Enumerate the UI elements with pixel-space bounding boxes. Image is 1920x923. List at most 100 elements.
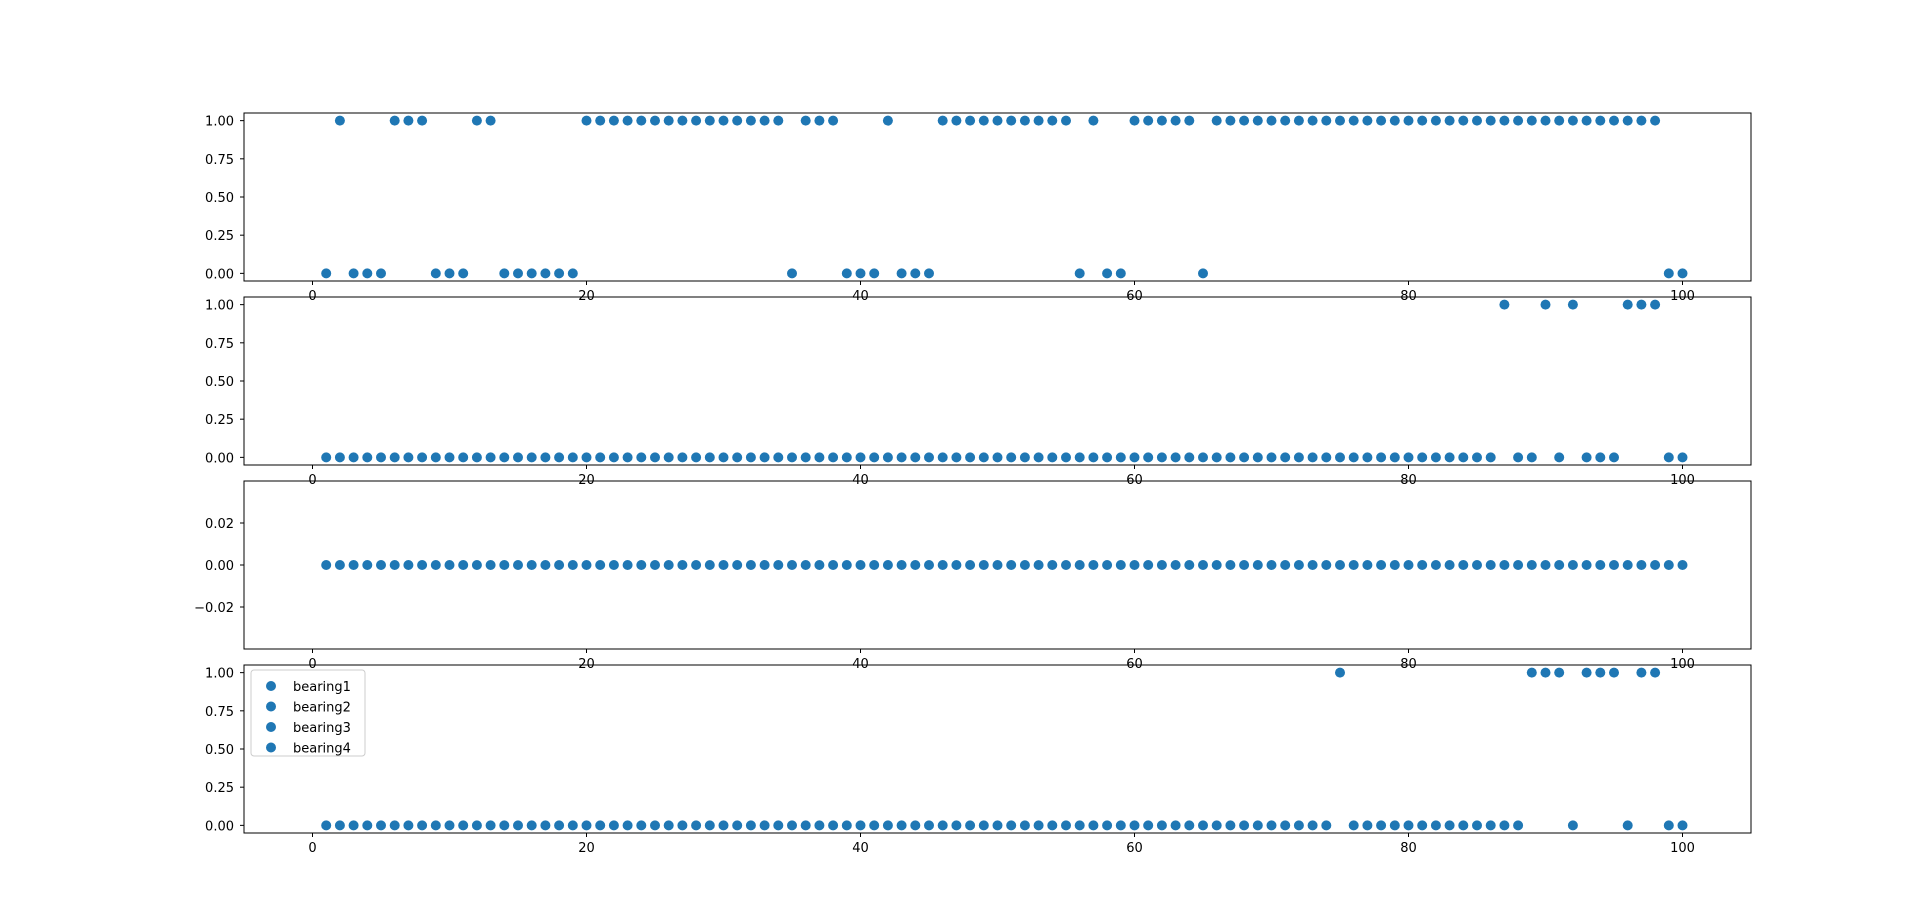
data-point [800, 115, 811, 126]
y-tick-label: 0.25 [205, 781, 234, 796]
data-point [1403, 560, 1414, 570]
data-point [718, 560, 729, 570]
data-point [1061, 560, 1071, 570]
data-point [992, 820, 1003, 831]
y-tick-label: 0.00 [205, 559, 234, 574]
data-point [1102, 268, 1113, 279]
data-point [1472, 115, 1482, 126]
series-bearing2 [321, 299, 1688, 463]
data-point [965, 820, 976, 831]
data-point [403, 452, 414, 463]
data-point [745, 115, 756, 126]
data-point [869, 268, 880, 279]
data-point [1225, 115, 1236, 126]
y-tick-label: 1.00 [205, 115, 234, 130]
data-point [403, 820, 414, 831]
data-point [650, 115, 660, 126]
data-point [732, 820, 743, 831]
axes-frame [243, 664, 1752, 834]
data-point [622, 452, 633, 463]
data-point [1444, 452, 1455, 463]
data-point [704, 560, 715, 570]
data-point [499, 452, 510, 463]
data-point [1239, 820, 1250, 831]
data-point [1650, 667, 1661, 678]
data-point [513, 820, 523, 831]
data-point [937, 560, 948, 570]
data-point [924, 268, 934, 279]
data-point [1376, 452, 1387, 463]
data-point [924, 452, 934, 463]
data-point [691, 560, 702, 570]
data-point [1225, 820, 1236, 831]
data-point [677, 820, 688, 831]
data-point [554, 268, 565, 279]
data-point [1389, 560, 1400, 570]
data-point [1266, 115, 1277, 126]
y-tick-label: 1.00 [205, 299, 234, 314]
data-point [992, 452, 1003, 463]
data-point [1513, 115, 1524, 126]
data-point [1389, 452, 1400, 463]
data-point [1540, 560, 1551, 570]
data-point [513, 268, 523, 279]
data-point [677, 560, 688, 570]
data-point [1307, 115, 1318, 126]
data-point [1609, 115, 1619, 126]
data-point [951, 560, 962, 570]
data-point [1554, 667, 1565, 678]
data-point [554, 820, 565, 831]
data-point [1430, 452, 1441, 463]
data-point [1650, 299, 1661, 310]
legend-label: bearing3 [293, 721, 351, 736]
y-tick-label: −0.02 [194, 601, 234, 616]
data-point [800, 452, 811, 463]
data-point [896, 268, 907, 279]
data-point [1006, 560, 1017, 570]
data-point [334, 820, 345, 831]
data-point [430, 452, 441, 463]
data-point [814, 820, 825, 831]
data-point [595, 820, 606, 831]
data-point [1211, 820, 1222, 831]
data-point [677, 452, 688, 463]
data-point [910, 820, 921, 831]
data-point [622, 115, 633, 126]
data-point [745, 452, 756, 463]
x-tick-label: 80 [1400, 841, 1417, 856]
data-point [1458, 560, 1469, 570]
data-point [1239, 452, 1250, 463]
data-point [1567, 560, 1578, 570]
data-point [1006, 115, 1017, 126]
data-point [1335, 115, 1345, 126]
data-point [1198, 560, 1208, 570]
data-point [1184, 452, 1195, 463]
data-point [1417, 452, 1428, 463]
data-point [1074, 268, 1085, 279]
y-tick-label: 0.00 [205, 451, 234, 466]
data-point [1184, 115, 1195, 126]
data-point [745, 820, 756, 831]
data-point [1019, 820, 1030, 831]
data-point [1348, 560, 1359, 570]
data-point [882, 820, 893, 831]
data-point [814, 115, 825, 126]
data-point [787, 268, 797, 279]
data-point [1033, 560, 1044, 570]
data-point [732, 560, 743, 570]
data-point [1280, 452, 1291, 463]
data-point [1266, 452, 1277, 463]
data-point [924, 560, 934, 570]
axes-frame [243, 112, 1752, 282]
data-point [1485, 115, 1496, 126]
data-point [1458, 452, 1469, 463]
data-point [1252, 115, 1263, 126]
data-point [704, 115, 715, 126]
data-point [1115, 820, 1126, 831]
data-point [348, 268, 359, 279]
data-point [1307, 452, 1318, 463]
x-tick-label: 60 [1126, 841, 1143, 856]
data-point [471, 560, 482, 570]
data-point [1348, 115, 1359, 126]
